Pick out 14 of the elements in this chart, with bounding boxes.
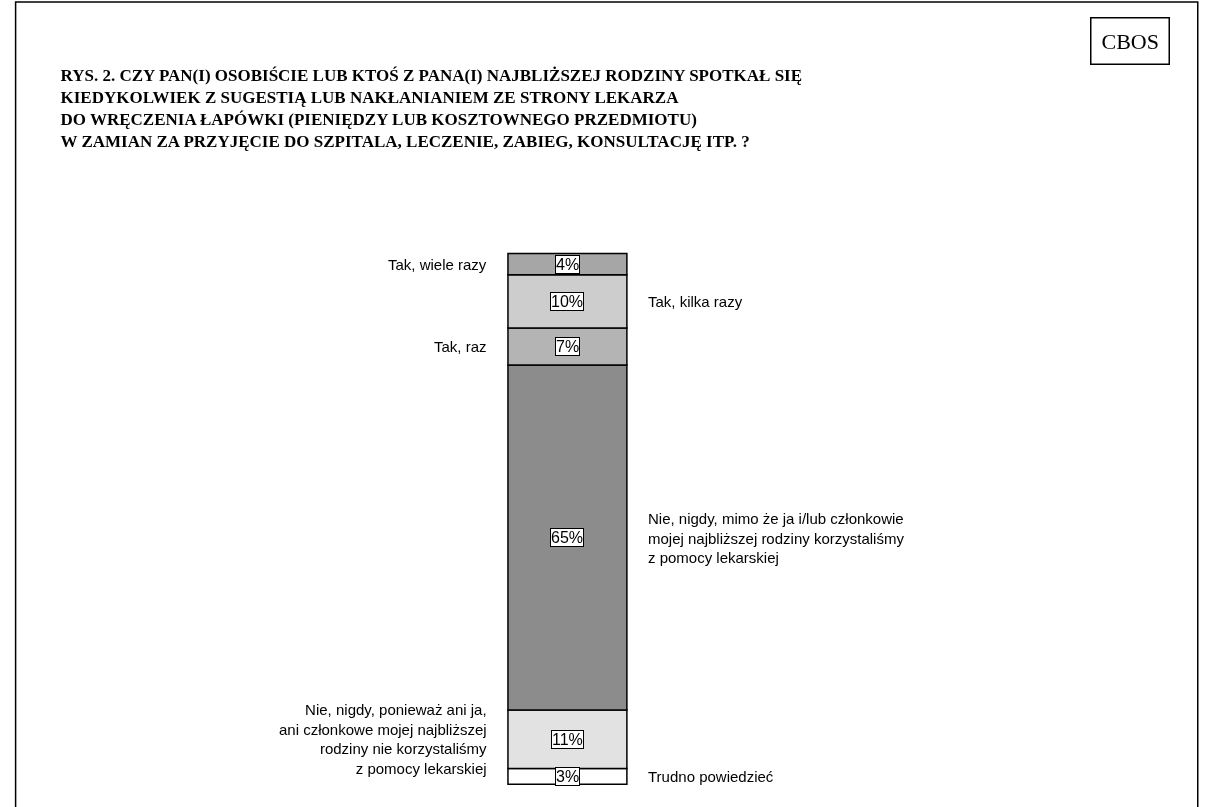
data-label: 10% [551,293,584,310]
data-label: 4% [556,256,580,273]
series-label: Nie, nigdy, ponieważ ani ja, ani członkowe mojej najbliższej rodziny nie korzystaliśmy z pomocy lekarskiej [279,701,488,777]
series-label: Nie, nigdy, mimo że ja i/lub członkowie mojej najbliższej rodziny korzystaliśmy z pomocy lekarskiej [648,510,905,566]
series-label: Trudno powiedzieć [648,768,774,785]
series-label: Tak, raz [434,338,487,355]
data-label: 65% [551,529,584,546]
data-label: 3% [556,768,580,785]
chart-title: RYS. 2. CZY PAN(I) OSOBIŚCIE LUB KTOŚ Z PANA(I) NAJBLIŻSZEJ RODZINY SPOTKAŁ SIĘ KIEDYKOLWIEK Z SUGESTIĄ LUB NAKŁANIANIEM ZE STRONY LEKARZA DO WRĘCZENIA ŁAPÓWKI (PIENIĘDZY LUB KOSZTOWNEGO PRZEDMIOTU) W ZAMIAN ZA PRZYJĘCIE DO SZPITALA, LECZENIE, ZABIEG, KONSULTACJĘ ITP. ? [60,65,803,151]
data-label: 11% [552,731,583,748]
text: CBOS [1101,28,1159,54]
series-label: Tak, kilka razy [648,293,743,310]
data-label: 7% [556,338,580,355]
series-label: Tak, wiele razy [388,256,487,273]
